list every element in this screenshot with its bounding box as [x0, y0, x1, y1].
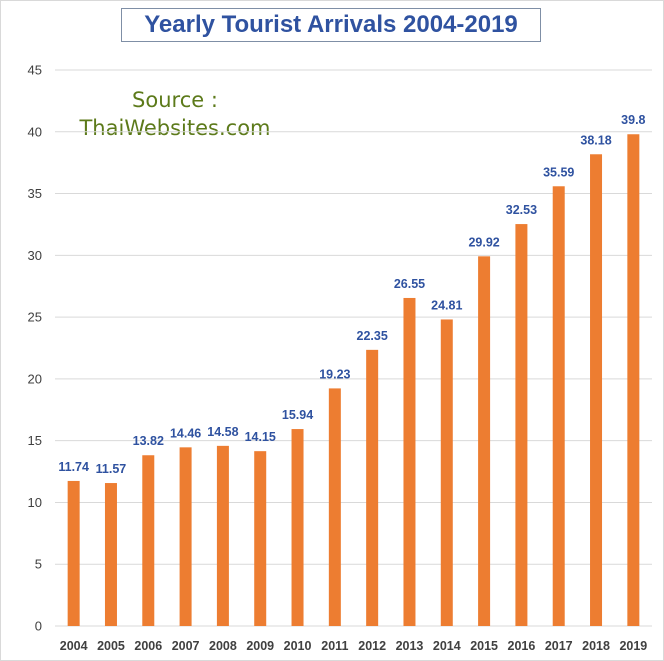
bar: [366, 349, 379, 626]
x-tick-label: 2019: [619, 639, 647, 653]
x-tick-label: 2011: [321, 639, 348, 653]
bar: [179, 447, 192, 626]
bar: [403, 297, 416, 626]
y-tick-label: 20: [28, 371, 42, 386]
data-label: 15.94: [282, 408, 313, 422]
data-label: 14.15: [245, 430, 276, 444]
y-tick-label: 40: [28, 124, 42, 139]
data-label: 14.58: [207, 425, 238, 439]
data-label: 22.35: [357, 329, 388, 343]
data-label: 32.53: [506, 203, 537, 217]
y-tick-label: 10: [28, 495, 42, 510]
data-label: 38.18: [580, 133, 611, 147]
bar: [142, 455, 155, 626]
bar: [478, 256, 491, 626]
y-tick-label: 35: [28, 186, 42, 201]
x-tick-label: 2012: [358, 639, 386, 653]
y-tick-label: 0: [35, 619, 42, 634]
data-label: 24.81: [431, 298, 462, 312]
x-tick-label: 2005: [97, 639, 125, 653]
data-label: 11.57: [96, 462, 127, 476]
x-tick-label: 2006: [134, 639, 162, 653]
bar: [440, 319, 453, 626]
source-note: Source : ThaiWebsites.com: [60, 86, 290, 142]
bar: [254, 451, 267, 626]
y-tick-label: 5: [35, 557, 42, 572]
data-label: 19.23: [319, 367, 350, 381]
source-label: Source :: [132, 88, 218, 112]
bar: [291, 429, 304, 626]
data-label: 26.55: [394, 277, 425, 291]
y-tick-label: 30: [28, 248, 42, 263]
x-tick-label: 2014: [433, 639, 461, 653]
x-tick-label: 2015: [470, 639, 498, 653]
data-label: 39.8: [621, 113, 645, 127]
x-tick-label: 2009: [246, 639, 274, 653]
data-label: 11.74: [58, 460, 89, 474]
y-tick-label: 45: [28, 63, 42, 78]
bar: [590, 154, 603, 626]
x-tick-label: 2017: [545, 639, 573, 653]
chart-title: Yearly Tourist Arrivals 2004-2019: [121, 8, 541, 42]
x-tick-label: 2013: [396, 639, 424, 653]
x-tick-label: 2018: [582, 639, 610, 653]
bar: [627, 134, 640, 626]
x-tick-label: 2016: [508, 639, 536, 653]
bar: [67, 480, 80, 626]
bar: [216, 445, 229, 626]
data-label: 29.92: [468, 235, 499, 249]
x-tick-label: 2004: [60, 639, 88, 653]
data-label: 14.46: [170, 426, 201, 440]
data-label: 35.59: [543, 165, 574, 179]
source-site: ThaiWebsites.com: [79, 116, 271, 140]
y-tick-label: 15: [28, 433, 42, 448]
bar: [552, 186, 565, 626]
y-tick-label: 25: [28, 310, 42, 325]
x-tick-label: 2010: [284, 639, 312, 653]
x-tick-label: 2008: [209, 639, 237, 653]
bar: [104, 483, 117, 626]
x-tick-label: 2007: [172, 639, 200, 653]
data-label: 13.82: [133, 434, 164, 448]
bar: [515, 224, 528, 626]
bar: [328, 388, 341, 626]
